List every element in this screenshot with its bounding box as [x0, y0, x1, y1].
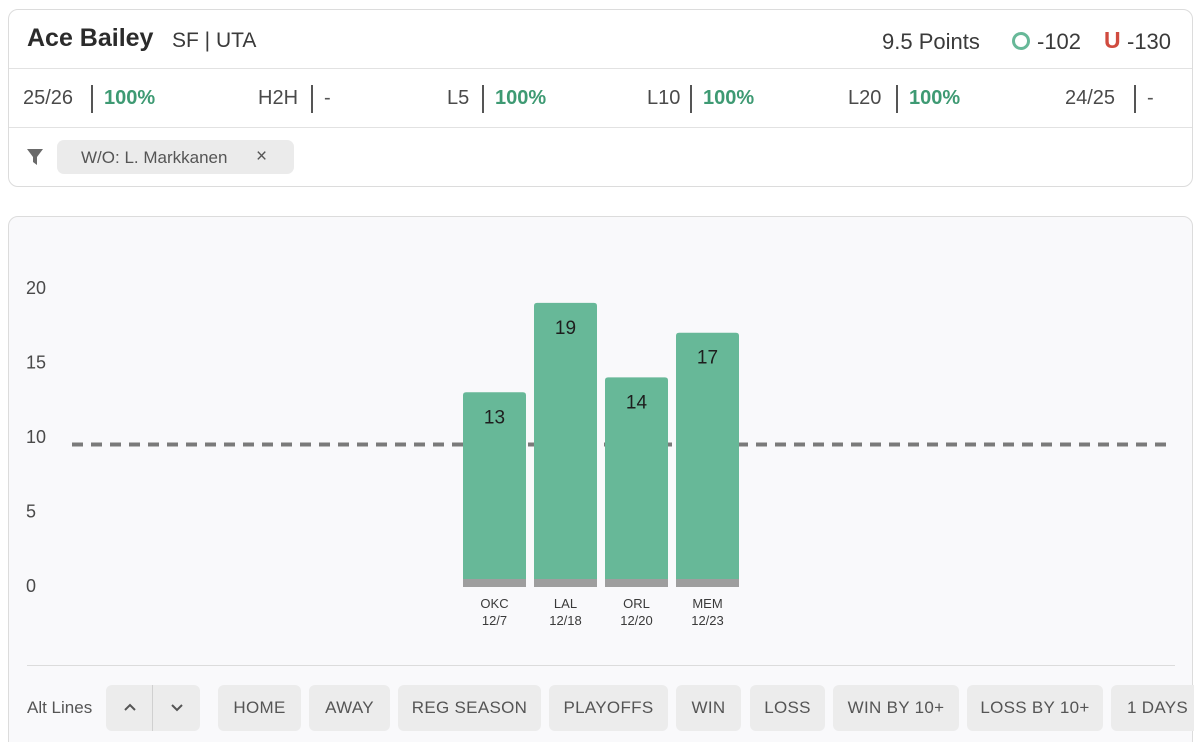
bar-mem — [676, 332, 739, 586]
filter-win-button[interactable]: WIN — [676, 685, 741, 731]
player-position-team: SF | UTA — [172, 29, 257, 52]
stat-label-h2h[interactable]: H2H — [258, 87, 299, 109]
data-label: 17 — [697, 348, 718, 369]
x-tick-label-opponent: ORL — [623, 596, 650, 611]
filter-reg-season-button[interactable]: REG SEASON — [398, 685, 541, 731]
stat-label-season[interactable]: 25/26 — [23, 87, 74, 109]
filter-loss-by-10-button[interactable]: LOSS BY 10+ — [967, 685, 1103, 731]
x-tick-label-date: 12/18 — [549, 613, 582, 628]
filter-home-button[interactable]: HOME — [218, 685, 301, 731]
bar-okc — [463, 392, 526, 586]
x-tick-label-date: 12/23 — [691, 613, 724, 628]
stat-divider — [690, 85, 692, 113]
filter-playoffs-button[interactable]: PLAYOFFS — [549, 685, 668, 731]
prop-header: Ace Bailey SF | UTA 9.5 Points -102 U -1… — [9, 10, 1192, 69]
y-tick-label: 0 — [26, 576, 36, 596]
data-label: 13 — [484, 407, 505, 428]
y-tick-label: 10 — [26, 427, 46, 447]
x-tick-label-date: 12/7 — [482, 613, 507, 628]
alt-lines-label: Alt Lines — [27, 698, 93, 717]
y-tick-label: 15 — [26, 353, 46, 373]
stat-label-l10[interactable]: L10 — [647, 87, 681, 109]
stat-value-l10: 100% — [703, 87, 755, 109]
over-odds[interactable]: -102 — [1037, 29, 1082, 54]
alt-line-up-button[interactable] — [106, 685, 152, 731]
chevron-up-icon — [124, 703, 136, 711]
filter-chip[interactable]: W/O: L. Markkanen × — [57, 140, 294, 174]
stat-divider — [91, 85, 93, 113]
filter-win-by-10-button[interactable]: WIN BY 10+ — [833, 685, 959, 731]
filter-chip-label: W/O: L. Markkanen — [81, 148, 228, 167]
stat-value-season: 100% — [104, 87, 156, 109]
close-icon[interactable]: × — [256, 146, 268, 167]
filter-row: W/O: L. Markkanen × — [9, 128, 1192, 187]
filter-loss-button[interactable]: LOSS — [750, 685, 825, 731]
x-tick-label-opponent: MEM — [692, 596, 722, 611]
stat-label-l5[interactable]: L5 — [447, 87, 470, 109]
bar-lal — [534, 302, 597, 586]
game-log-chart-card: 0 5 10 15 20 13 OKC 12/7 19 LAL 12/18 14 ORL 12/20 17 M… — [8, 216, 1194, 742]
stat-divider — [482, 85, 484, 113]
bar-base — [605, 579, 668, 587]
stat-divider — [896, 85, 898, 113]
bar-orl — [605, 377, 668, 586]
stepper-divider — [152, 685, 153, 731]
filter-away-button[interactable]: AWAY — [309, 685, 390, 731]
y-tick-label: 5 — [26, 502, 36, 522]
stat-value-l20: 100% — [909, 87, 961, 109]
bar-base — [534, 579, 597, 587]
data-label: 14 — [626, 392, 648, 413]
hit-rate-row: 25/26 100% H2H - L5 100% L10 100% L20 10… — [9, 69, 1192, 128]
stat-divider — [1134, 85, 1136, 113]
alt-line-down-button[interactable] — [153, 685, 200, 731]
under-icon: U — [1104, 27, 1121, 53]
data-label: 19 — [555, 318, 576, 339]
bar-base — [676, 579, 739, 587]
stat-value-l5: 100% — [495, 87, 547, 109]
filter-days-button[interactable]: 1 DAYS — [1111, 685, 1194, 731]
player-name[interactable]: Ace Bailey — [27, 24, 154, 52]
stat-label-l20[interactable]: L20 — [848, 87, 882, 109]
alt-lines-stepper — [106, 685, 200, 731]
chevron-down-icon — [171, 704, 183, 712]
under-odds[interactable]: -130 — [1127, 29, 1172, 54]
divider — [27, 665, 1175, 666]
stat-value-h2h: - — [324, 87, 331, 109]
x-tick-label-date: 12/20 — [620, 613, 653, 628]
x-tick-label-opponent: LAL — [554, 596, 577, 611]
stat-label-last-season[interactable]: 24/25 — [1065, 87, 1116, 109]
player-prop-card: Ace Bailey SF | UTA 9.5 Points -102 U -1… — [8, 9, 1193, 187]
bar-chart: 0 5 10 15 20 13 OKC 12/7 19 LAL 12/18 14 ORL 12/20 17 M… — [26, 278, 1167, 628]
stat-divider — [311, 85, 313, 113]
x-tick-label-opponent: OKC — [480, 596, 508, 611]
chart-controls: Alt Lines HOME AWAY REG SEASON PLAYOFFS … — [9, 684, 1194, 732]
prop-line: 9.5 Points — [882, 29, 980, 54]
over-icon — [1012, 32, 1030, 50]
stat-value-last-season: - — [1147, 87, 1154, 109]
bar-base — [463, 579, 526, 587]
y-tick-label: 20 — [26, 278, 46, 298]
filter-icon[interactable] — [26, 147, 44, 167]
